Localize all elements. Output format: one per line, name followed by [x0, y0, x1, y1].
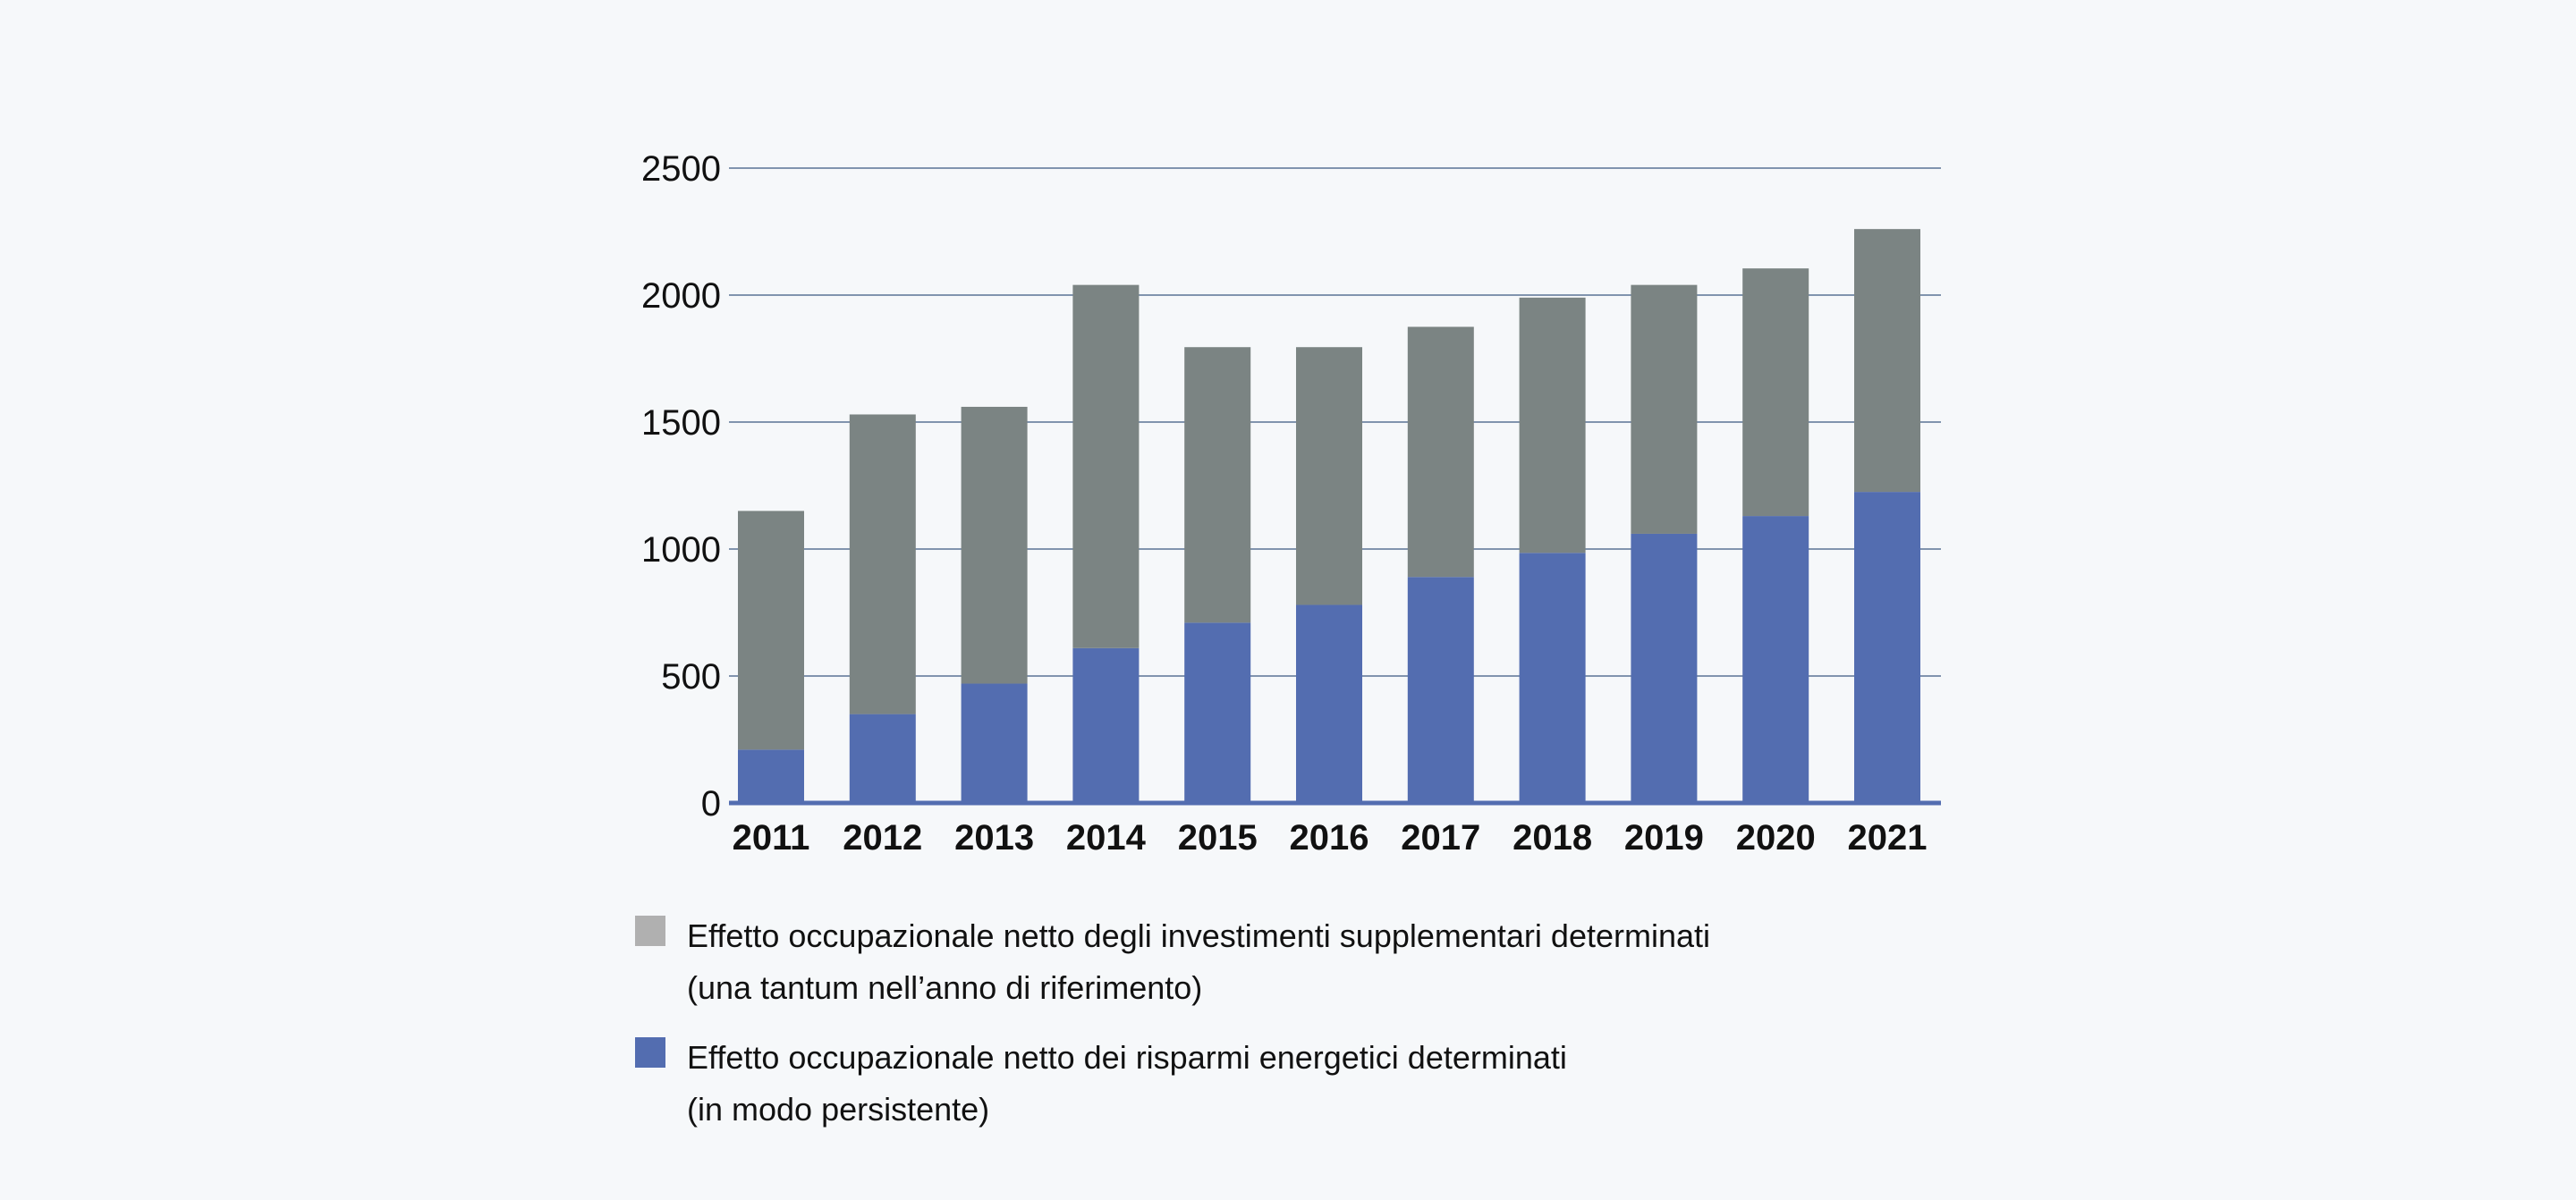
y-axis-tick-labels: 0 500 1000 1500 2000 2500 [641, 149, 721, 824]
y-tick-label-2000: 2000 [641, 276, 721, 316]
x-category-label-2020: 2020 [1736, 818, 1816, 858]
y-tick-label-0: 0 [701, 784, 721, 824]
bar-2015-series-0 [1184, 622, 1251, 803]
x-category-label-2014: 2014 [1066, 818, 1147, 858]
y-tick-label-500: 500 [661, 657, 721, 697]
bar-2016-series-0 [1296, 604, 1362, 803]
x-category-label-2018: 2018 [1513, 818, 1592, 858]
legend: Effetto occupazionale netto degli invest… [635, 910, 1887, 1154]
y-tick-label-2500: 2500 [641, 149, 721, 189]
bar-2019-series-1 [1631, 284, 1698, 534]
bar-2016-series-1 [1296, 347, 1362, 605]
bar-2013-series-1 [961, 406, 1028, 684]
x-category-label-2013: 2013 [954, 818, 1034, 858]
bar-2011-series-0 [738, 749, 804, 803]
bar-2013-series-0 [961, 683, 1028, 803]
legend-label-line2: (in modo persistente) [687, 1091, 990, 1128]
legend-swatch-gray [635, 916, 665, 946]
bar-2021-series-1 [1854, 229, 1920, 493]
bar-2020-series-1 [1742, 268, 1809, 517]
bars [738, 229, 1920, 803]
bar-2017-series-1 [1407, 326, 1474, 578]
legend-item-investimenti: Effetto occupazionale netto degli invest… [635, 910, 1887, 1014]
bar-2020-series-0 [1742, 516, 1809, 803]
bar-2012-series-1 [849, 414, 916, 714]
bar-2018-series-1 [1519, 297, 1586, 554]
bar-2014-series-1 [1072, 284, 1140, 648]
bar-2018-series-0 [1519, 553, 1586, 803]
x-category-label-2017: 2017 [1401, 818, 1480, 858]
legend-label-line1: Effetto occupazionale netto dei risparmi… [687, 1039, 1567, 1076]
x-category-label-2012: 2012 [843, 818, 922, 858]
x-category-label-2015: 2015 [1178, 818, 1258, 858]
y-tick-label-1500: 1500 [641, 403, 721, 443]
legend-swatch-blue [635, 1037, 665, 1068]
x-category-label-2016: 2016 [1290, 818, 1369, 858]
x-category-label-2021: 2021 [1848, 818, 1928, 858]
bar-2021-series-0 [1854, 492, 1920, 803]
legend-item-risparmi: Effetto occupazionale netto dei risparmi… [635, 1032, 1887, 1136]
bar-2015-series-1 [1184, 347, 1251, 623]
bar-2014-series-0 [1072, 647, 1140, 803]
x-category-label-2011: 2011 [733, 818, 810, 858]
bar-2011-series-1 [738, 511, 804, 750]
y-tick-label-1000: 1000 [641, 530, 721, 570]
legend-label-line1: Effetto occupazionale netto degli invest… [687, 917, 1711, 954]
x-axis-category-labels: 2011 2012 2013 2014 2015 2016 2017 2018 2019 2020… [733, 818, 1928, 858]
bar-2017-series-0 [1407, 577, 1474, 803]
bar-2012-series-0 [849, 714, 916, 803]
bar-2019-series-0 [1631, 533, 1698, 803]
legend-label-line2: (una tantum nell’anno di riferimento) [687, 969, 1203, 1006]
x-category-label-2019: 2019 [1624, 818, 1704, 858]
chart-area: 0 500 1000 1500 2000 2500 2011 2012 2013 2014 201… [641, 149, 1941, 858]
